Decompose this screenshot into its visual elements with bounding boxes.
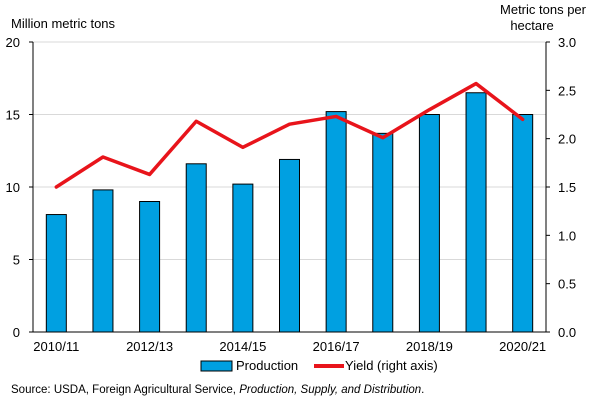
y-right-tick-label: 2.0: [558, 132, 576, 147]
y-right-tick-label: 0.5: [558, 277, 576, 292]
y-left-tick-label: 20: [6, 35, 20, 50]
source-title: Production, Supply, and Distribution: [239, 384, 422, 396]
y-left-tick-label: 0: [13, 325, 20, 340]
bar-production: [45, 214, 67, 333]
x-tick-label: 2018/19: [406, 339, 453, 354]
bar-production: [512, 114, 534, 333]
y-right-title-line1: Metric tons per: [500, 2, 587, 17]
y-left-title: Million metric tons: [11, 16, 116, 31]
y-left-tick-label: 10: [6, 180, 20, 195]
source-suffix: .: [421, 384, 425, 396]
bar-production: [92, 189, 114, 333]
yield-line-layer: [54, 81, 525, 189]
y-right-tick-label: 3.0: [558, 35, 576, 50]
tick-labels: 0 5 10 15 20 0.0 0.5 1.0 1.5 2.0 2.5 3.0 2010/11 2012…: [6, 35, 577, 354]
legend-production-swatch: [200, 360, 233, 372]
y-right-tick-label: 1.5: [558, 180, 576, 195]
bar-production: [279, 158, 300, 333]
axes: [29, 41, 550, 333]
y-right-title-line2: hectare: [510, 18, 553, 33]
bar-production: [232, 183, 254, 333]
x-tick-label: 2010/11: [33, 339, 79, 354]
bar-production: [418, 114, 440, 333]
bar-production: [325, 111, 347, 333]
bar-production: [139, 201, 161, 333]
x-tick-label: 2012/13: [126, 339, 173, 354]
bar-production: [465, 92, 487, 333]
x-tick-label: 2016/17: [313, 339, 360, 354]
source-note: Source: USDA, Foreign Agricultural Servi…: [11, 384, 424, 396]
x-tick-label: 2020/21: [499, 339, 546, 354]
y-right-tick-label: 0.0: [558, 325, 576, 340]
production-bars: [45, 92, 534, 333]
x-tick-label: 2014/15: [219, 339, 266, 354]
yield-line: [54, 81, 525, 189]
legend-yield-label: Yield (right axis): [345, 358, 438, 373]
y-right-tick-label: 1.0: [558, 228, 576, 243]
y-right-tick-label: 2.5: [558, 83, 576, 98]
y-left-tick-label: 5: [13, 253, 20, 268]
bar-production: [372, 132, 394, 333]
source-prefix: Source: USDA, Foreign Agricultural Servi…: [11, 384, 240, 396]
bar-production: [185, 163, 207, 333]
y-left-tick-label: 15: [6, 108, 20, 123]
legend-production-label: Production: [236, 358, 298, 373]
legend: Production Yield (right axis): [200, 358, 438, 373]
